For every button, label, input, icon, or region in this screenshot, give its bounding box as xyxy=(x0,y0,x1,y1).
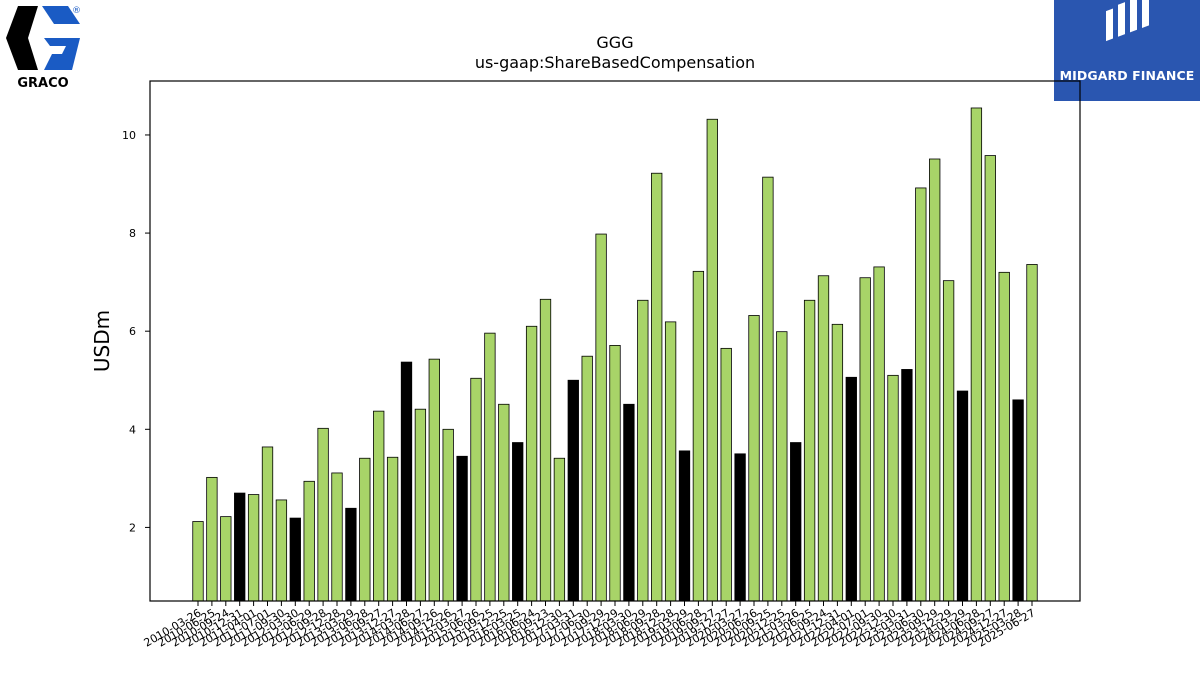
bar-2016-03-25 xyxy=(512,442,524,602)
bar-2017-12-29 xyxy=(609,345,621,602)
bar-2019-12-27 xyxy=(720,347,732,602)
y-tick-label: 8 xyxy=(129,227,136,240)
plot-frame xyxy=(149,80,1081,602)
bar-2021-06-25 xyxy=(803,299,816,602)
bar-2022-12-30 xyxy=(887,374,899,602)
graco-logo-mark: ® xyxy=(6,6,81,70)
bar-2011-07-01 xyxy=(261,446,274,602)
y-axis: 2 4 6 8 10 xyxy=(122,129,150,534)
chart-subtitle: us-gaap:ShareBasedCompensation xyxy=(475,53,755,72)
bar-2020-06-26 xyxy=(748,315,760,602)
graco-wordmark: GRACO xyxy=(17,76,69,91)
bar-2017-09-29 xyxy=(595,233,607,602)
bar-2018-12-28 xyxy=(664,321,677,602)
bar-2024-03-29 xyxy=(956,390,969,602)
bar-2013-03-29 xyxy=(345,507,357,602)
graco-logo: ® GRACO xyxy=(0,0,90,95)
bar-2015-09-25 xyxy=(484,332,496,602)
bar-2017-06-30 xyxy=(581,355,593,602)
bar-2012-09-28 xyxy=(317,427,329,602)
bar-2015-03-27 xyxy=(456,455,468,602)
bar-2022-07-01 xyxy=(859,277,871,602)
bar-2023-06-30 xyxy=(915,187,927,602)
bar-2013-09-27 xyxy=(373,410,385,602)
bar-2024-12-27 xyxy=(998,271,1010,602)
bar-2016-06-24 xyxy=(525,325,538,602)
bar-2016-12-30 xyxy=(553,457,566,602)
bar-2020-09-25 xyxy=(762,176,774,602)
bar-2020-03-27 xyxy=(734,453,746,602)
bar-2024-09-27 xyxy=(984,155,996,602)
chart-title: GGG xyxy=(596,33,633,52)
midgard-wordmark: MIDGARD FINANCE xyxy=(1059,68,1195,83)
bars-group xyxy=(192,107,1038,602)
bar-2019-06-28 xyxy=(692,270,705,602)
midgard-mark-icon xyxy=(1106,0,1149,42)
bar-2013-12-27 xyxy=(386,456,399,602)
bar-2013-06-28 xyxy=(359,457,371,602)
bar-2017-03-31 xyxy=(567,379,579,602)
bar-2010-12-31 xyxy=(234,492,246,602)
bar-2010-03-26 xyxy=(192,521,204,602)
bar-2011-09-30 xyxy=(275,499,288,602)
bar-2023-12-29 xyxy=(942,280,955,602)
bar-2025-06-27 xyxy=(1026,264,1038,602)
y-tick-label: 6 xyxy=(129,325,136,338)
bar-2021-03-26 xyxy=(790,442,802,602)
bar-2019-03-29 xyxy=(678,450,691,602)
bar-2014-12-26 xyxy=(442,428,454,602)
bar-2022-04-01 xyxy=(845,376,857,602)
bar-2018-03-30 xyxy=(623,403,635,602)
bar-2015-12-25 xyxy=(498,403,510,602)
bar-2023-03-31 xyxy=(901,369,913,602)
bar-2022-09-30 xyxy=(873,266,885,602)
bar-2021-12-31 xyxy=(831,323,844,602)
bar-2018-06-29 xyxy=(637,299,649,602)
bar-2014-06-27 xyxy=(414,408,427,602)
bar-2020-12-25 xyxy=(776,331,788,602)
y-tick-label: 2 xyxy=(129,521,136,534)
y-tick-label: 10 xyxy=(122,129,136,142)
bar-2011-04-01 xyxy=(247,494,260,602)
bar-2019-09-27 xyxy=(706,118,718,602)
bar-2012-03-30 xyxy=(289,517,301,602)
bar-2023-09-29 xyxy=(929,158,941,602)
bar-2014-09-26 xyxy=(428,358,440,602)
bar-2024-06-28 xyxy=(970,107,983,602)
bar-2012-06-29 xyxy=(303,480,315,602)
y-tick-label: 4 xyxy=(129,423,136,436)
bar-2010-06-25 xyxy=(206,476,218,602)
registered-mark: ® xyxy=(72,6,81,16)
bar-2012-12-28 xyxy=(331,472,343,602)
bar-2014-03-28 xyxy=(400,361,413,602)
y-axis-label: USDm xyxy=(90,310,114,372)
bar-2025-03-28 xyxy=(1012,399,1024,602)
bar-2010-09-24 xyxy=(220,516,232,602)
midgard-finance-logo: MIDGARD FINANCE xyxy=(1054,0,1200,101)
bar-2018-09-28 xyxy=(651,172,663,602)
bar-2015-06-26 xyxy=(470,377,482,602)
bar-2021-09-24 xyxy=(817,275,830,602)
bar-2016-09-23 xyxy=(539,298,552,602)
x-axis: 2010-03-262010-06-252010-09-242010-12-31… xyxy=(142,601,1038,650)
